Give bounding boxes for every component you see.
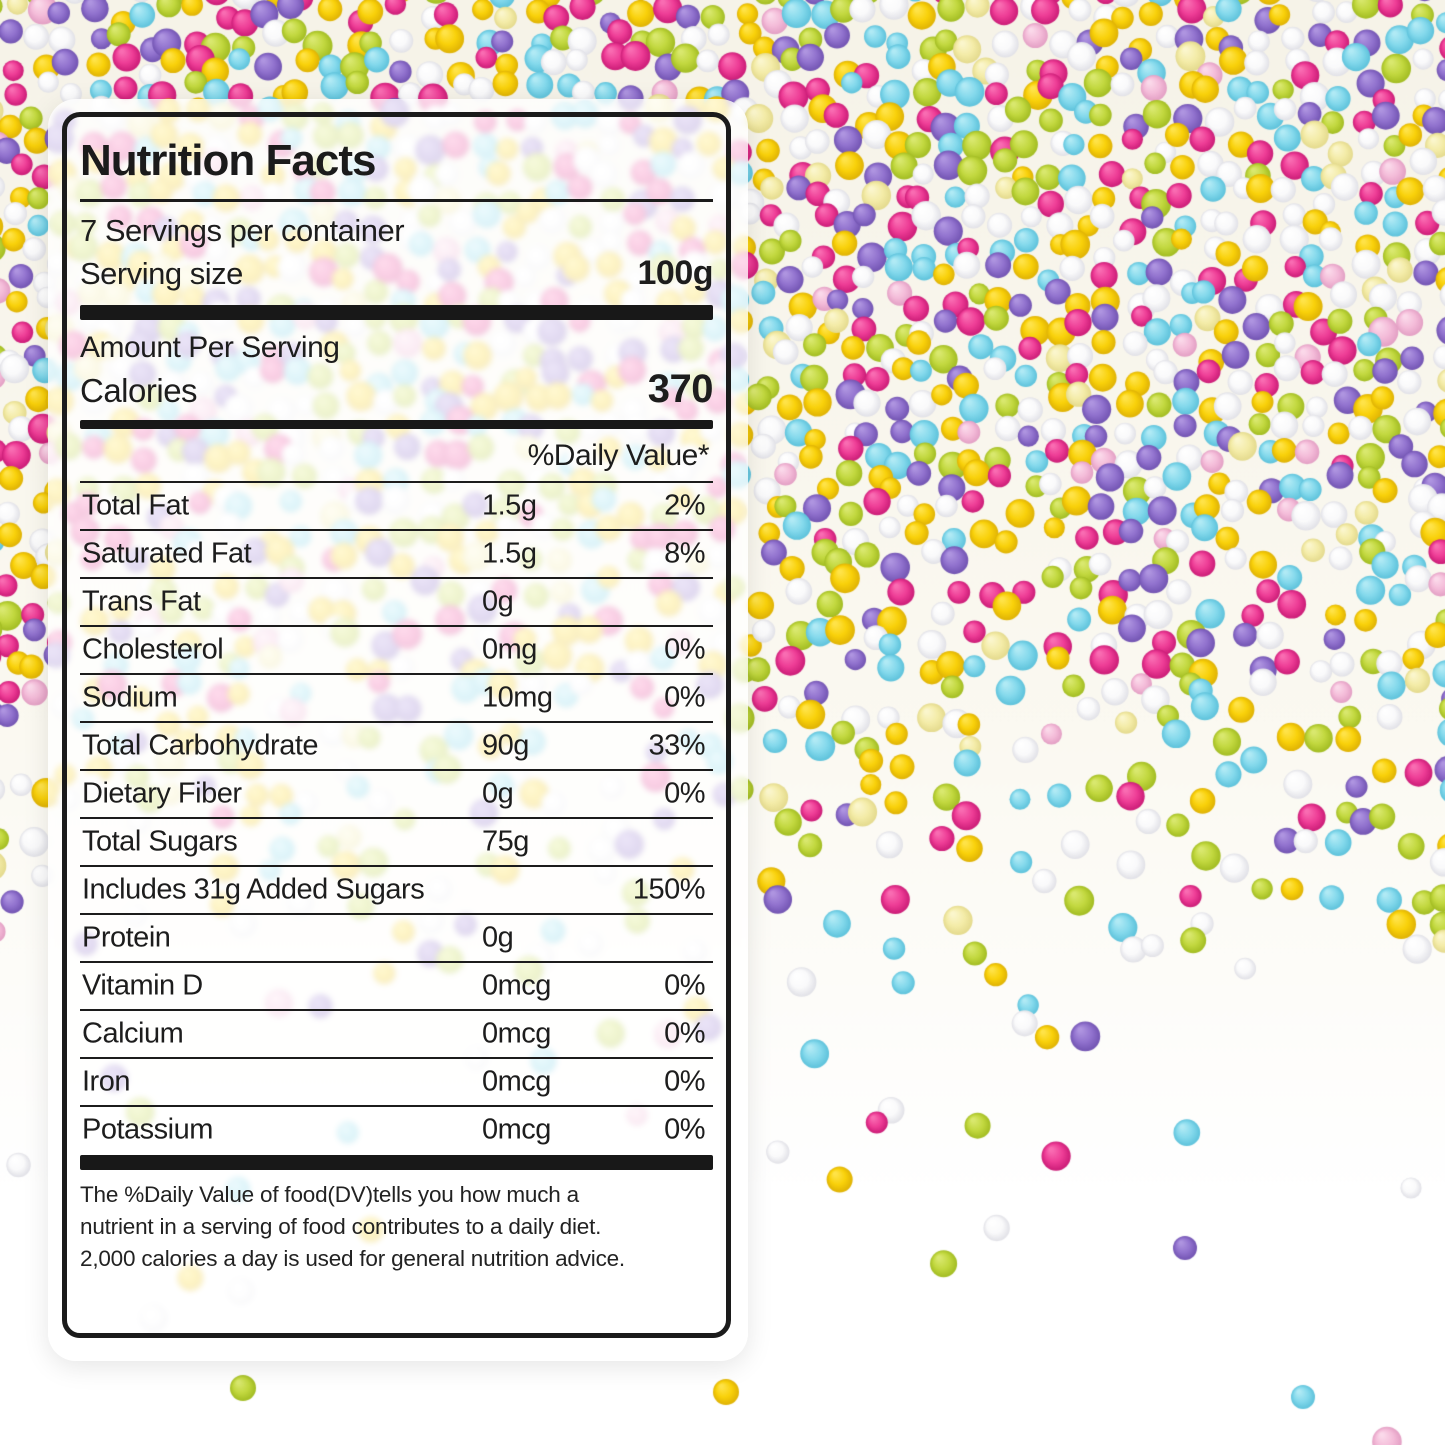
nutrient-daily-value: 8% bbox=[664, 537, 705, 570]
nutrient-amount: 0g bbox=[482, 585, 514, 618]
nutrient-name: Total Sugars bbox=[82, 825, 238, 858]
nutrition-facts-title: Nutrition Facts bbox=[80, 136, 376, 185]
nutrient-daily-value: 2% bbox=[664, 489, 705, 522]
serving-size-label: Serving size bbox=[80, 256, 243, 291]
nutrient-table: Total Fat 1.5g 2% Saturated Fat 1.5g 8% … bbox=[80, 481, 713, 1153]
nutrient-name: Calcium bbox=[82, 1017, 184, 1050]
divider bbox=[80, 199, 713, 202]
nutrient-row: Cholesterol 0mg 0% bbox=[80, 625, 713, 673]
nutrient-daily-value: 0% bbox=[664, 777, 705, 810]
amount-per-serving: Amount Per Serving bbox=[80, 331, 340, 364]
servings-per-container: 7 Servings per container bbox=[80, 213, 405, 248]
nutrient-amount: 90g bbox=[482, 729, 529, 762]
nutrient-amount: 0mcg bbox=[482, 1113, 551, 1146]
nutrient-name: Trans Fat bbox=[82, 585, 201, 618]
calories-row: Calories 370 bbox=[80, 366, 714, 414]
section-bar bbox=[80, 1155, 713, 1170]
nutrient-name: Saturated Fat bbox=[82, 537, 252, 570]
calories-value: 370 bbox=[647, 367, 714, 411]
nutrient-amount: 0mcg bbox=[482, 1065, 551, 1098]
nutrient-row: Total Carbohydrate 90g 33% bbox=[80, 721, 713, 769]
nutrient-amount: 0g bbox=[482, 777, 514, 810]
footnote: The %Daily Value of food(DV)tells you ho… bbox=[80, 1179, 713, 1275]
nutrient-row: Potassium 0mcg 0% bbox=[80, 1105, 713, 1153]
nutrient-amount: 75g bbox=[482, 825, 529, 858]
nutrient-amount: 1.5g bbox=[482, 537, 537, 570]
nutrient-name: Total Carbohydrate bbox=[82, 729, 319, 762]
nutrient-daily-value: 0% bbox=[664, 681, 705, 714]
nutrient-amount: 0g bbox=[482, 921, 514, 954]
nutrient-daily-value: 33% bbox=[648, 729, 705, 762]
nutrient-amount: 0mcg bbox=[482, 1017, 551, 1050]
nutrient-row: Calcium 0mcg 0% bbox=[80, 1009, 713, 1057]
serving-size-row: Serving size 100g bbox=[80, 252, 713, 295]
nutrient-row: Saturated Fat 1.5g 8% bbox=[80, 529, 713, 577]
nutrient-daily-value: 0% bbox=[664, 1065, 705, 1098]
nutrient-name: Protein bbox=[82, 921, 171, 954]
nutrient-name: Cholesterol bbox=[82, 633, 224, 666]
nutrient-row: Sodium 10mg 0% bbox=[80, 673, 713, 721]
nutrient-name: Dietary Fiber bbox=[82, 777, 242, 810]
footnote-line: 2,000 calories a day is used for general… bbox=[80, 1246, 625, 1271]
nutrient-name: Vitamin D bbox=[82, 969, 203, 1002]
daily-value-header: %Daily Value* bbox=[527, 439, 710, 472]
nutrient-amount: 1.5g bbox=[482, 489, 537, 522]
nutrient-amount: 0mcg bbox=[482, 969, 551, 1002]
nutrient-daily-value: 0% bbox=[664, 1113, 705, 1146]
section-bar bbox=[80, 305, 713, 320]
nutrient-daily-value: 150% bbox=[632, 873, 706, 906]
nutrient-row: Trans Fat 0g bbox=[80, 577, 713, 625]
nutrient-row: Total Fat 1.5g 2% bbox=[80, 481, 713, 529]
section-bar bbox=[80, 420, 713, 429]
nutrient-row: Iron 0mcg 0% bbox=[80, 1057, 713, 1105]
nutrient-row: Vitamin D 0mcg 0% bbox=[80, 961, 713, 1009]
nutrition-facts-card: Nutrition Facts 7 Servings per container… bbox=[48, 99, 748, 1361]
nutrient-name: Sodium bbox=[82, 681, 178, 714]
nutrient-row: Includes 31g Added Sugars 150% bbox=[80, 865, 713, 913]
nutrient-row: Protein 0g bbox=[80, 913, 713, 961]
nutrient-amount: 0mg bbox=[482, 633, 537, 666]
nutrient-name: Potassium bbox=[82, 1113, 213, 1146]
serving-size-value: 100g bbox=[637, 254, 714, 292]
nutrient-daily-value: 0% bbox=[664, 969, 705, 1002]
footnote-line: nutrient in a serving of food contribute… bbox=[80, 1214, 602, 1239]
nutrition-facts-panel: Nutrition Facts 7 Servings per container… bbox=[62, 112, 731, 1338]
nutrient-row: Dietary Fiber 0g 0% bbox=[80, 769, 713, 817]
footnote-line: The %Daily Value of food(DV)tells you ho… bbox=[80, 1182, 579, 1207]
nutrient-daily-value: 0% bbox=[664, 1017, 705, 1050]
nutrient-amount: 10mg bbox=[482, 681, 553, 714]
calories-label: Calories bbox=[80, 372, 198, 409]
nutrient-daily-value: 0% bbox=[664, 633, 705, 666]
nutrient-row: Total Sugars 75g bbox=[80, 817, 713, 865]
nutrient-name: Total Fat bbox=[82, 489, 189, 522]
nutrient-name: Includes 31g Added Sugars bbox=[82, 873, 425, 906]
nutrient-name: Iron bbox=[82, 1065, 130, 1098]
